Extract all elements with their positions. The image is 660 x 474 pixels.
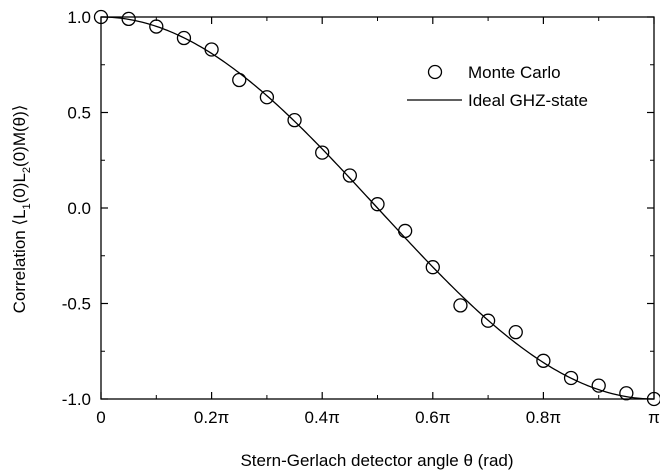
monte-carlo-point [232,72,247,88]
monte-carlo-point [425,260,440,275]
monte-carlo-point [287,112,302,128]
monte-carlo-point [370,197,385,212]
y-tick-label: 1.0 [67,8,91,27]
y-axis-label-sub1: 1 [21,203,33,209]
marker-layer [93,9,660,407]
monte-carlo-point [508,324,523,340]
y-axis-label-sub2: 2 [21,167,33,173]
monte-carlo-point [342,168,358,183]
y-tick-label: 0.5 [67,104,91,123]
ideal-line-layer [100,16,655,400]
y-tick-label: -1.0 [62,390,91,409]
y-axis-label-suffix: (0)M(θ)⟩ [10,105,29,167]
x-tick-label: π [648,408,660,427]
monte-carlo-point [646,391,660,407]
y-tick-label: -0.5 [62,295,91,314]
y-axis-label-mid: (0)L [10,173,29,203]
legend-label-ideal-ghz: Ideal GHZ-state [468,91,588,110]
monte-carlo-point [480,313,496,328]
x-tick-label: 0.6π [415,408,450,427]
legend-label-monte-carlo: Monte Carlo [468,63,561,82]
monte-carlo-point [563,370,579,386]
monte-carlo-point [536,353,551,368]
tick-labels: 0 0.2π 0.4π 0.6π 0.8π π 1.0 0.5 0.0 -0.5 -1.0 [62,8,660,427]
monte-carlo-point [619,386,634,401]
legend-marker-monte-carlo [427,64,443,80]
y-tick-label: 0.0 [67,199,91,218]
monte-carlo-point [176,30,192,46]
x-tick-label: 0.2π [194,408,229,427]
x-axis-label: Stern-Gerlach detector angle θ (rad) [240,451,513,470]
monte-carlo-point [93,9,109,25]
legend: Monte Carlo Ideal GHZ-state [407,63,588,110]
monte-carlo-point [204,42,219,57]
monte-carlo-point [591,378,606,393]
x-tick-label: 0.8π [526,408,561,427]
x-tick-label: 0.4π [305,408,340,427]
monte-carlo-point [397,223,413,239]
monte-carlo-point [121,11,136,27]
monte-carlo-point [149,19,164,34]
monte-carlo-point [259,90,275,105]
y-axis-label-prefix: Correlation ⟨L [10,209,29,313]
monte-carlo-point [315,145,330,160]
y-axis-label: Correlation ⟨L1(0)L2(0)M(θ)⟩ [10,105,33,314]
series-line-ideal-ghz [100,16,655,400]
monte-carlo-point [453,298,468,313]
x-tick-label: 0 [96,408,105,427]
